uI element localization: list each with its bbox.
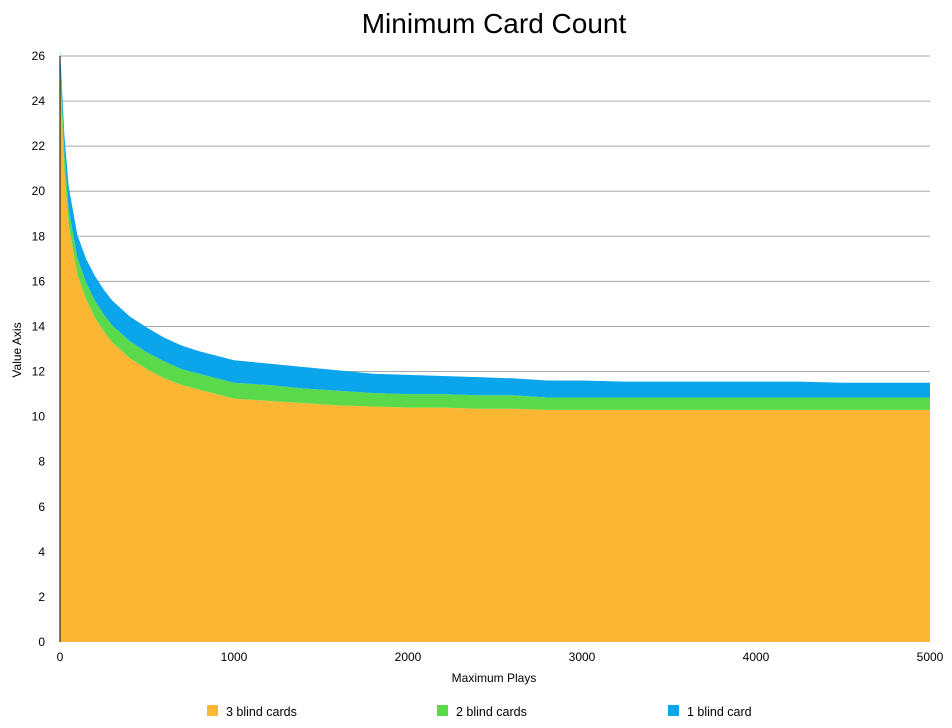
x-tick-label: 1000 <box>221 650 248 664</box>
chart-title: Minimum Card Count <box>362 8 627 39</box>
x-tick-label: 0 <box>57 650 64 664</box>
legend: 3 blind cards 2 blind cards 1 blind card <box>207 705 752 719</box>
x-tick-label: 2000 <box>395 650 422 664</box>
y-tick-label: 4 <box>38 545 45 559</box>
legend-swatch <box>437 705 448 716</box>
x-axis-label: Maximum Plays <box>452 671 537 685</box>
y-tick-label: 18 <box>32 229 46 243</box>
area-series-1 <box>60 78 930 643</box>
x-tick-label: 5000 <box>917 650 944 664</box>
x-tick-label: 4000 <box>743 650 770 664</box>
x-tick-label: 3000 <box>569 650 596 664</box>
plot-areas <box>60 49 930 643</box>
legend-swatch <box>668 705 679 716</box>
y-tick-label: 22 <box>32 139 46 153</box>
y-tick-label: 12 <box>32 365 46 379</box>
legend-swatch <box>207 705 218 716</box>
legend-label: 2 blind cards <box>456 705 527 719</box>
y-tick-label: 8 <box>38 455 45 469</box>
x-axis-ticks: 0 1000 2000 3000 4000 5000 <box>57 650 944 664</box>
y-tick-label: 0 <box>38 635 45 649</box>
y-tick-label: 14 <box>32 319 46 333</box>
y-tick-label: 20 <box>32 184 46 198</box>
legend-label: 1 blind card <box>687 705 752 719</box>
y-tick-label: 6 <box>38 500 45 514</box>
y-tick-label: 16 <box>32 274 46 288</box>
y-tick-label: 10 <box>32 410 46 424</box>
y-axis-label: Value Axis <box>10 322 24 377</box>
y-tick-label: 24 <box>32 94 46 108</box>
legend-label: 3 blind cards <box>226 705 297 719</box>
y-tick-label: 2 <box>38 590 45 604</box>
y-tick-label: 26 <box>32 49 46 63</box>
